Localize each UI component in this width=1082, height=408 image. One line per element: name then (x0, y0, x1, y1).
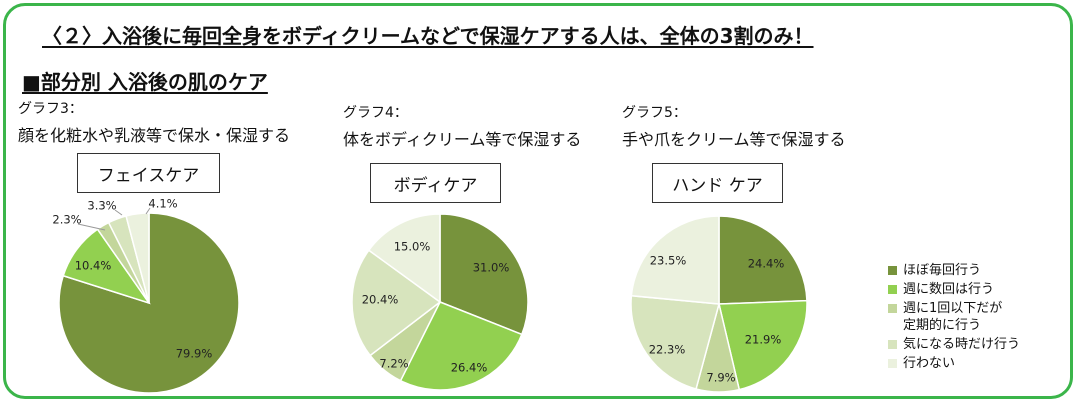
legend-swatch (888, 359, 897, 368)
graph5-label: グラフ5： (622, 105, 687, 121)
legend-swatch (888, 266, 897, 275)
legend-swatch (888, 304, 897, 313)
graph5-description: 手や爪をクリーム等で保湿する (622, 130, 846, 149)
legend-item: 週に数回は行う (888, 281, 1020, 298)
data-label: 26.4% (451, 361, 488, 375)
pie-slice (439, 213, 529, 336)
legend-label: ほぼ毎回行う (903, 263, 982, 278)
pie-chart-1: 79.9% 10.4% 2.3% 3.3% 4.1% (52, 197, 240, 394)
data-label: 7.2% (379, 357, 408, 371)
content-frame (3, 3, 1073, 399)
data-label: 24.4% (748, 257, 785, 271)
graph3-description: 顔を化粧水や乳液等で保水・保湿する (18, 126, 291, 145)
data-label: 20.4% (362, 293, 399, 307)
pie-slice (125, 212, 150, 304)
data-label: 79.9% (176, 347, 213, 361)
data-label: 31.0% (473, 261, 510, 275)
graph3-box-label: フェイスケア (77, 153, 220, 193)
pie-slice (630, 294, 720, 390)
pie-slice (718, 299, 808, 391)
legend-item: ほぼ毎回行う (888, 262, 1020, 279)
legend-swatch (888, 340, 897, 349)
headline: 〈２〉入浴後に毎回全身をボディクリームなどで保湿ケアする人は、全体の3割のみ！ (42, 24, 814, 48)
data-label: 2.3% (52, 213, 81, 227)
legend-label: 週に1回以下だが 定期的に行う (903, 301, 1003, 333)
pie-slice (630, 215, 720, 305)
legend-item: 気になる時だけ行う (888, 336, 1020, 353)
data-label: 15.0% (394, 240, 431, 254)
pie-slice (351, 249, 442, 357)
data-label: 7.9% (706, 371, 735, 385)
legend-label: 行わない (903, 356, 956, 371)
legend: ほぼ毎回行う 週に数回は行う 週に1回以下だが 定期的に行う 気になる時だけ行う… (888, 262, 1020, 374)
pie-slice (399, 301, 523, 391)
leader-line (114, 209, 123, 216)
graph4-box-label: ボディケア (370, 163, 501, 203)
pie-slice (718, 215, 808, 305)
leader-line (77, 223, 106, 231)
pie-chart-2: 31.0% 26.4% 7.2% 20.4% 15.0% (351, 213, 529, 391)
legend-label: 気になる時だけ行う (903, 337, 1021, 352)
data-label: 3.3% (87, 199, 116, 213)
data-label: 10.4% (75, 259, 112, 273)
leader-line (145, 207, 151, 215)
legend-item: 週に1回以下だが 定期的に行う (888, 300, 1020, 334)
data-label: 22.3% (649, 343, 686, 357)
graph4-label: グラフ4： (343, 105, 408, 121)
data-label: 21.9% (745, 333, 782, 347)
pie-slice (367, 213, 441, 304)
graph3-label: グラフ3： (18, 101, 83, 117)
legend-swatch (888, 285, 897, 294)
data-label: 4.1% (148, 197, 177, 211)
section-title: ■部分別 入浴後の肌のケア (22, 70, 268, 94)
data-label: 23.5% (650, 254, 687, 268)
graph5-box-label: ハンド ケア (652, 163, 783, 203)
graph4-description: 体をボディクリーム等で保湿する (343, 130, 582, 149)
legend-label: 週に数回は行う (903, 282, 995, 297)
pie-chart-3: 24.4% 21.9% 7.9% 22.3% 23.5% (630, 215, 808, 393)
legend-item: 行わない (888, 355, 1020, 372)
